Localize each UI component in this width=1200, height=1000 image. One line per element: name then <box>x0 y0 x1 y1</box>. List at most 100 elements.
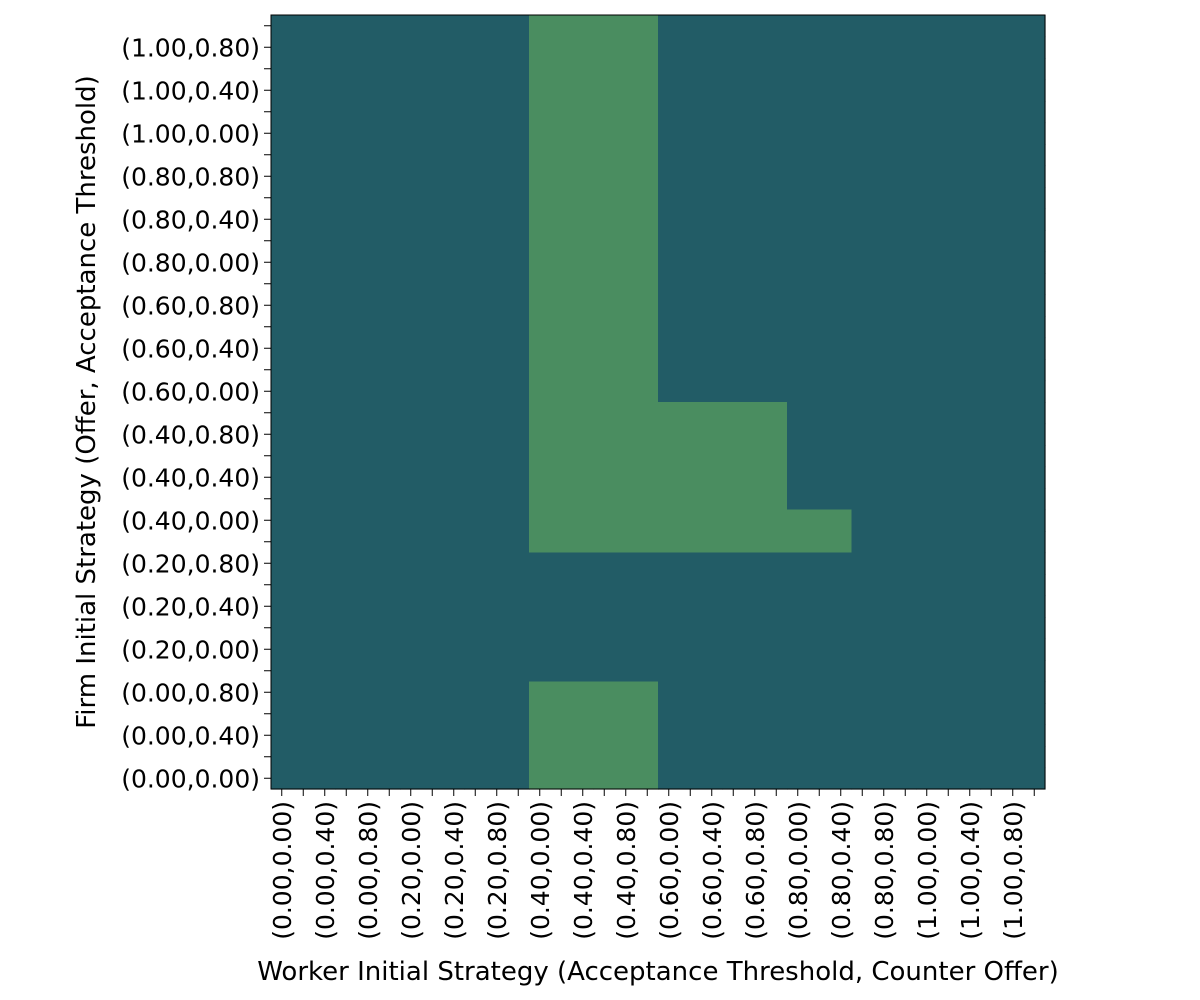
heatmap-cell <box>464 617 530 640</box>
heatmap-cell <box>464 703 530 726</box>
heatmap-cell <box>851 531 917 554</box>
y-tick-label: (1.00,0.40) <box>121 76 260 105</box>
heatmap-cell <box>658 703 724 726</box>
heatmap-cell <box>722 445 788 468</box>
heatmap-cell <box>400 617 466 640</box>
heatmap-cell <box>400 402 466 425</box>
heatmap-cell <box>464 466 530 489</box>
heatmap-cell <box>658 466 724 489</box>
heatmap-cell <box>851 488 917 511</box>
heatmap-cell <box>271 36 337 59</box>
heatmap-cell <box>658 101 724 124</box>
heatmap-cell <box>851 681 917 704</box>
heatmap-cell <box>722 509 788 532</box>
heatmap-cell <box>529 337 595 360</box>
heatmap-cell <box>658 122 724 145</box>
heatmap-cell <box>529 724 595 747</box>
heatmap-cell <box>787 509 853 532</box>
heatmap-cell <box>916 273 982 296</box>
heatmap-cell <box>400 681 466 704</box>
heatmap-cell <box>722 79 788 102</box>
heatmap-cell <box>658 767 724 790</box>
heatmap-cell <box>787 552 853 575</box>
heatmap-cell <box>400 595 466 618</box>
heatmap-cell <box>593 402 659 425</box>
heatmap-cell <box>271 230 337 253</box>
x-tick-label: (1.00,0.40) <box>956 801 985 940</box>
heatmap-cell <box>400 703 466 726</box>
heatmap-cell <box>851 337 917 360</box>
heatmap-cell <box>722 15 788 38</box>
heatmap-cell <box>722 574 788 597</box>
heatmap-cell <box>916 122 982 145</box>
heatmap-cell <box>916 746 982 769</box>
heatmap-cell <box>335 724 401 747</box>
heatmap-cell <box>787 595 853 618</box>
heatmap-cell <box>916 660 982 683</box>
heatmap-cell <box>400 337 466 360</box>
heatmap-cell <box>271 681 337 704</box>
heatmap-cell <box>529 767 595 790</box>
heatmap-cell <box>335 251 401 274</box>
y-axis-label: Firm Initial Strategy (Offer, Acceptance… <box>72 75 102 729</box>
x-tick-label: (0.40,0.00) <box>526 801 555 940</box>
heatmap-cell <box>980 337 1046 360</box>
heatmap-cell <box>271 402 337 425</box>
heatmap-cell <box>271 746 337 769</box>
heatmap-cell <box>593 509 659 532</box>
heatmap-cell <box>271 208 337 231</box>
heatmap-cell <box>271 101 337 124</box>
heatmap-cell <box>400 574 466 597</box>
y-tick-label: (0.40,0.40) <box>121 463 260 492</box>
heatmap-cell <box>916 724 982 747</box>
heatmap-cell <box>529 638 595 661</box>
heatmap-cell <box>658 15 724 38</box>
heatmap-cell <box>529 208 595 231</box>
heatmap-cell <box>722 294 788 317</box>
heatmap-cell <box>980 466 1046 489</box>
heatmap-cell <box>658 509 724 532</box>
heatmap-cell <box>722 58 788 81</box>
heatmap-cell <box>271 423 337 446</box>
heatmap-cell <box>271 187 337 210</box>
plot-frame <box>270 14 1046 790</box>
heatmap-cell <box>916 230 982 253</box>
heatmap-cell <box>787 531 853 554</box>
heatmap-cell <box>593 746 659 769</box>
heatmap-cell <box>400 208 466 231</box>
heatmap-cell <box>658 574 724 597</box>
heatmap-cell <box>916 681 982 704</box>
heatmap-cell <box>593 466 659 489</box>
heatmap-cell <box>916 337 982 360</box>
heatmap-cell <box>787 724 853 747</box>
heatmap-cell <box>464 144 530 167</box>
heatmap-cell <box>787 165 853 188</box>
heatmap-cell <box>400 531 466 554</box>
heatmap-cell <box>464 445 530 468</box>
heatmap-cell <box>722 660 788 683</box>
heatmap-cell <box>335 294 401 317</box>
heatmap-cell <box>658 79 724 102</box>
heatmap-cell <box>400 36 466 59</box>
x-tick-label: (1.00,0.00) <box>913 801 942 940</box>
heatmap-cell <box>787 251 853 274</box>
y-tick-label: (0.00,0.80) <box>121 678 260 707</box>
heatmap-cell <box>658 617 724 640</box>
heatmap-cell <box>658 294 724 317</box>
heatmap-cell <box>787 144 853 167</box>
heatmap-cell <box>529 380 595 403</box>
heatmap-cell <box>658 58 724 81</box>
heatmap-cell <box>722 208 788 231</box>
heatmap-cell <box>464 488 530 511</box>
heatmap-cells <box>271 15 1046 790</box>
heatmap-cell <box>400 101 466 124</box>
heatmap-cell <box>529 101 595 124</box>
heatmap-cell <box>722 746 788 769</box>
heatmap-cell <box>271 703 337 726</box>
heatmap-cell <box>916 79 982 102</box>
heatmap-cell <box>593 273 659 296</box>
heatmap-cell <box>529 466 595 489</box>
y-tick-label: (0.60,0.40) <box>121 334 260 363</box>
heatmap-cell <box>658 273 724 296</box>
